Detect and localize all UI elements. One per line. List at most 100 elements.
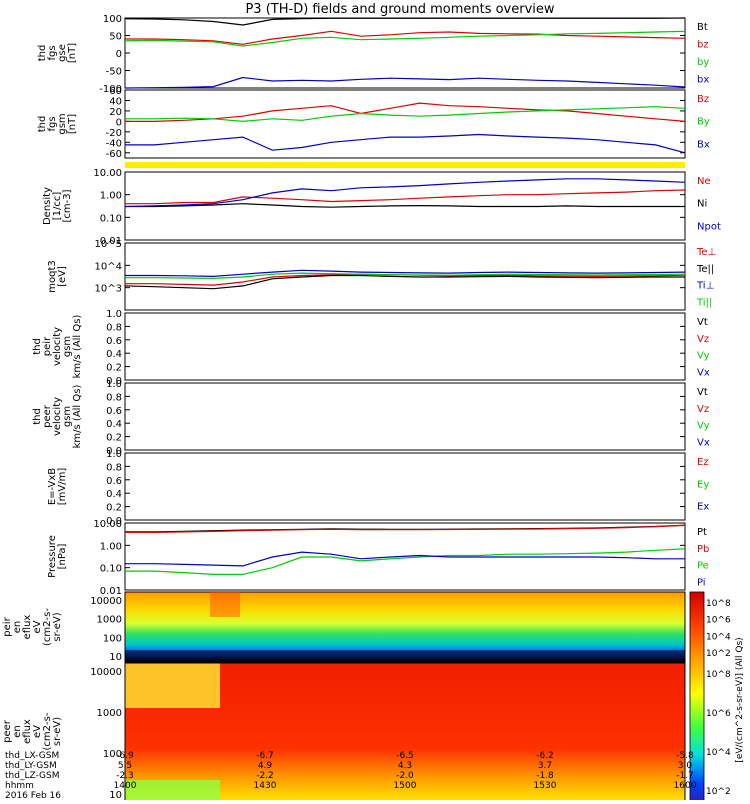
y-tick-label: -50	[106, 67, 122, 78]
y-axis-label: Density[1/cc][cm-3]	[42, 187, 73, 225]
x-axis-row-label: thd_LY-GSM	[5, 761, 57, 771]
x-axis-row-label: thd_LX-GSM	[5, 751, 59, 761]
y-tick-label: 0.6	[106, 476, 122, 487]
y-tick-label: 1.00	[100, 191, 122, 202]
legend-label: Bz	[697, 94, 709, 105]
legend-label: bx	[697, 75, 709, 86]
x-tick-label: 1500	[394, 781, 417, 791]
x-tick-label: 4.9	[258, 761, 273, 771]
y-tick-label: 10^4	[95, 261, 122, 272]
series-line-By	[125, 106, 686, 123]
y-tick-label: 0.6	[106, 406, 122, 417]
y-tick-label: 10	[109, 790, 122, 800]
legend-label: By	[697, 117, 710, 128]
y-tick-label: 0.4	[106, 419, 122, 430]
y-tick-label: 0.4	[106, 349, 122, 360]
y-tick-label: 0.2	[106, 503, 122, 514]
y-tick-label: 0.10	[100, 564, 122, 575]
panel-3: 10.00 1.00 0.10 0.01 Density[1/cc][cm-3] Ne Ni…	[42, 168, 721, 247]
series-line-Ne	[125, 189, 686, 205]
colorbar-tick: 10^4	[706, 632, 731, 642]
series-line-Pe	[125, 548, 686, 575]
series-line-Te||	[124, 274, 685, 290]
x-tick-label: 1430	[254, 781, 277, 791]
series-line-bx	[124, 76, 686, 89]
legend-label: Vt	[697, 317, 708, 328]
chart-title: P3 (TH-D) fields and ground moments over…	[245, 2, 554, 17]
y-tick-label: 0	[116, 49, 122, 60]
y-tick-label: 10	[109, 652, 122, 663]
legend-label: Ti⊥	[696, 281, 714, 292]
x-tick-label: 1530	[534, 781, 557, 791]
series-line-Ni	[125, 203, 685, 208]
series-line-Pi	[125, 551, 685, 567]
panel-7: 1.0 0.8 0.6 0.4 0.2 0.0 E=-VxB[mV/m] Ez Ey Ex	[47, 449, 709, 527]
y-tick-label: 1.0	[106, 309, 122, 320]
y-tick-label: -20	[106, 128, 122, 139]
y-tick-label: 1000	[97, 615, 122, 626]
x-tick-label: -6.5	[396, 751, 414, 761]
y-tick-label: 0	[116, 117, 122, 128]
y-axis-label: moqt3[eV]	[47, 260, 68, 293]
colorbar-tick: 10^2	[706, 649, 731, 659]
y-axis-label: thdpeerenefluxeV(cm2-s-sr-eV)	[0, 712, 63, 750]
y-tick-label: 0.6	[106, 336, 122, 347]
legend-label: Ey	[697, 479, 709, 490]
x-tick-label: -6.7	[256, 751, 274, 761]
y-tick-label: 50	[109, 32, 122, 43]
y-tick-label: 0.2	[106, 433, 122, 444]
legend-label: Vx	[697, 437, 710, 448]
legend-label: Te⊥	[696, 247, 716, 258]
y-tick-label: 0.01	[100, 236, 122, 247]
panel-4: 10^5 10^4 10^3 moqt3[eV] Te⊥ Te|| Ti⊥ Ti||	[47, 239, 716, 311]
colorbar-tick: 10^8	[706, 670, 731, 680]
y-axis-label: thdpeirenefluxeV(cm2-s-sr-eV)	[0, 608, 63, 646]
x-tick-label: -2.3	[116, 771, 134, 781]
y-tick-label: 0.8	[106, 392, 122, 403]
series-line-bz	[125, 30, 686, 45]
legend-label: Bx	[697, 139, 710, 150]
colorbar-tick: 10^4	[706, 748, 731, 758]
legend-label: Ne	[697, 176, 711, 187]
x-tick-label: -6.9	[116, 751, 134, 761]
colorbar-tick: 10^6	[706, 709, 731, 719]
y-tick-label: 0.8	[106, 462, 122, 473]
legend-label: Pe	[697, 561, 709, 572]
y-tick-label: 10000	[90, 667, 122, 678]
y-tick-label: 10000	[90, 596, 122, 607]
y-tick-label: -100	[99, 84, 122, 95]
y-tick-label: 0.0	[106, 376, 122, 387]
panel-8: 10.00 1.00 0.10 0.01 Pressure[nPa] Pt Pb Pe Pi	[47, 519, 709, 597]
spectrogram-ion	[124, 591, 686, 663]
y-tick-label: 40	[109, 96, 122, 107]
panel-6: 1.0 0.8 0.6 0.4 0.2 0.0 thdpeervelocitygsmkm/s…	[32, 379, 710, 457]
y-tick-label: 100	[103, 633, 122, 644]
y-tick-label: 10^3	[95, 284, 122, 295]
series-line-Ti||	[125, 272, 686, 280]
legend-label: Ex	[697, 502, 709, 513]
legend-label: Vy	[697, 351, 710, 362]
x-tick-label: -1.8	[536, 771, 554, 781]
y-tick-label: 1000	[97, 708, 122, 719]
y-tick-label: 10.00	[93, 519, 122, 530]
x-tick-label: -6.2	[536, 751, 554, 761]
legend-label: Ez	[697, 457, 709, 468]
y-axis-label: thdpeirvelocitygsmkm/s (All Qs)	[32, 315, 83, 379]
legend-label: bz	[697, 40, 709, 51]
y-tick-label: 100	[103, 14, 122, 25]
series-line-Pb	[125, 524, 686, 533]
y-tick-label: 1.00	[100, 541, 122, 552]
y-axis-label: thdpeervelocitygsmkm/s (All Qs)	[32, 385, 83, 449]
y-tick-label: 10^5	[95, 239, 122, 250]
x-tick-label: 4.3	[398, 761, 412, 771]
y-tick-label: 60	[109, 86, 122, 97]
y-tick-label: 0.10	[100, 213, 122, 224]
legend-label: Pi	[697, 577, 706, 588]
y-tick-label: 0.2	[106, 363, 122, 374]
y-tick-label: 0.0	[106, 516, 122, 527]
legend-label: by	[697, 57, 709, 68]
x-tick-label: -1.7	[676, 771, 694, 781]
panel-9: 10000 1000 100 10 thdpeirenefluxeV(cm2-s-sr-…	[0, 596, 731, 663]
legend-label: Te||	[696, 264, 714, 275]
